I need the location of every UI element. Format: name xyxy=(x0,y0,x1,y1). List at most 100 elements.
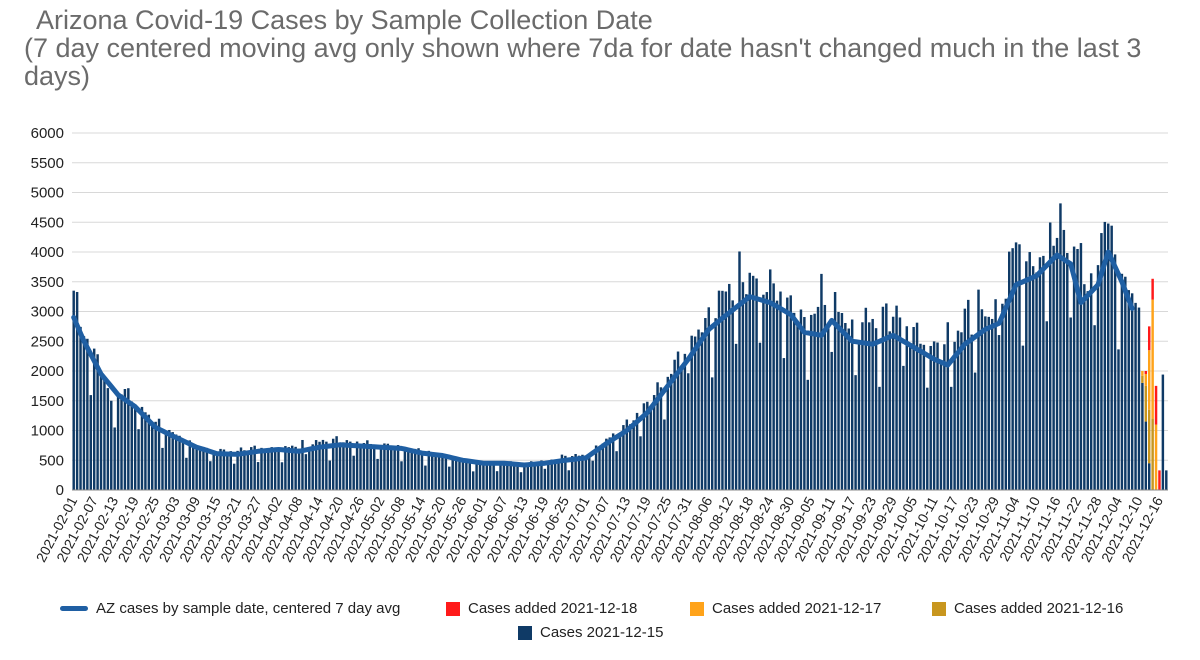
legend-item: Cases 2021-12-15 xyxy=(518,624,663,641)
bar-cases-1215 xyxy=(932,341,936,490)
bar-cases-1215 xyxy=(157,418,161,490)
bar-cases-1215 xyxy=(284,446,287,490)
y-tick-label: 2000 xyxy=(31,363,64,380)
bar-cases-1215 xyxy=(775,300,779,490)
bar-cases-1215 xyxy=(523,463,526,490)
bar-cases-1215 xyxy=(577,455,581,490)
bar-cases-1215 xyxy=(673,359,676,490)
legend-item: AZ cases by sample date, centered 7 day … xyxy=(60,600,400,617)
bar-cases-1215 xyxy=(789,295,792,490)
bar-cases-1215 xyxy=(762,294,765,490)
bar-cases-1215 xyxy=(133,404,137,490)
bar-cases-1215 xyxy=(359,445,362,490)
bar-added-1216 xyxy=(1151,418,1154,490)
bar-cases-1215 xyxy=(687,373,690,490)
bar-cases-1215 xyxy=(680,365,683,490)
bar-cases-1215 xyxy=(168,429,171,490)
bar-cases-1215 xyxy=(1028,252,1031,490)
bar-cases-1215 xyxy=(1021,345,1025,490)
bar-cases-1215 xyxy=(615,451,618,490)
bar-cases-1215 xyxy=(912,326,915,490)
bar-cases-1215 xyxy=(222,449,226,490)
bar-cases-1215 xyxy=(205,447,209,490)
legend-swatch xyxy=(932,601,946,616)
bar-cases-1215 xyxy=(308,448,311,490)
bar-cases-1215 xyxy=(922,344,926,490)
bar-cases-1215 xyxy=(212,451,215,490)
bar-cases-1215 xyxy=(902,365,905,490)
bar-cases-1215 xyxy=(710,377,714,490)
bar-cases-1215 xyxy=(956,330,960,490)
bar-cases-1215 xyxy=(700,332,704,490)
bar-cases-1215 xyxy=(256,462,260,490)
bar-cases-1215 xyxy=(669,373,673,490)
bar-added-1216 xyxy=(1141,375,1144,383)
bar-cases-1215 xyxy=(642,403,646,490)
bar-cases-1215 xyxy=(120,394,123,490)
bar-cases-1215 xyxy=(598,447,601,490)
bar-cases-1215 xyxy=(137,429,140,490)
bar-cases-1215 xyxy=(280,462,284,490)
bar-cases-1215 xyxy=(110,400,113,490)
bar-cases-1215 xyxy=(611,433,615,490)
bar-cases-1215 xyxy=(151,421,154,490)
bar-added-1218 xyxy=(1147,326,1151,351)
bar-cases-1215 xyxy=(1144,421,1148,490)
bar-cases-1215 xyxy=(881,306,885,490)
bar-cases-1215 xyxy=(154,421,157,490)
bar-cases-1215 xyxy=(407,448,410,490)
bar-cases-1215 xyxy=(885,303,888,490)
bar-cases-1215 xyxy=(772,283,775,490)
bar-cases-1215 xyxy=(990,318,994,490)
bar-added-1216 xyxy=(1147,409,1151,464)
bar-cases-1215 xyxy=(420,452,424,490)
bar-cases-1215 xyxy=(987,316,990,490)
y-tick-label: 1000 xyxy=(31,423,64,440)
bar-cases-1215 xyxy=(345,440,349,490)
bar-cases-1215 xyxy=(502,462,506,490)
legend-label: Cases added 2021-12-16 xyxy=(954,600,1124,617)
bar-cases-1215 xyxy=(458,458,461,490)
bar-cases-1215 xyxy=(113,427,116,490)
bar-cases-1215 xyxy=(1127,290,1130,490)
bar-cases-1215 xyxy=(1093,325,1096,490)
bar-cases-1215 xyxy=(704,318,707,490)
bar-cases-1215 xyxy=(806,379,810,490)
bar-cases-1215 xyxy=(540,460,543,490)
y-tick-label: 4000 xyxy=(31,244,64,261)
bar-cases-1215 xyxy=(1042,255,1045,490)
bar-cases-1215 xyxy=(1096,265,1100,490)
bar-cases-1215 xyxy=(693,336,697,490)
bar-cases-1215 xyxy=(403,447,407,490)
bar-cases-1215 xyxy=(994,299,997,490)
bar-cases-1215 xyxy=(635,412,639,490)
bar-cases-1215 xyxy=(1137,307,1141,490)
bar-cases-1215 xyxy=(639,436,642,490)
legend-label: Cases 2021-12-15 xyxy=(540,624,664,641)
bar-cases-1215 xyxy=(290,445,294,490)
bar-cases-1215 xyxy=(608,437,611,490)
bar-cases-1215 xyxy=(557,459,560,490)
bar-cases-1215 xyxy=(1048,222,1052,490)
bar-cases-1215 xyxy=(475,461,478,490)
bar-cases-1215 xyxy=(304,454,308,490)
bar-cases-1215 xyxy=(147,414,151,490)
bar-cases-1215 xyxy=(465,460,468,490)
bar-cases-1215 xyxy=(106,388,110,490)
bar-cases-1215 xyxy=(355,441,359,490)
bar-cases-1215 xyxy=(1161,374,1165,490)
bar-cases-1215 xyxy=(495,471,499,490)
bar-cases-1215 xyxy=(103,377,106,490)
bar-cases-1215 xyxy=(516,463,519,490)
bar-cases-1215 xyxy=(543,468,547,490)
bar-cases-1215 xyxy=(939,361,943,490)
bar-cases-1215 xyxy=(164,431,168,490)
y-tick-label: 1500 xyxy=(31,393,64,410)
bar-cases-1215 xyxy=(830,351,833,490)
bar-cases-1215 xyxy=(236,450,239,490)
bar-cases-1215 xyxy=(314,440,318,490)
bar-cases-1215 xyxy=(898,317,902,490)
bar-cases-1215 xyxy=(209,461,212,490)
bar-cases-1215 xyxy=(417,448,420,490)
bar-cases-1215 xyxy=(89,395,93,490)
